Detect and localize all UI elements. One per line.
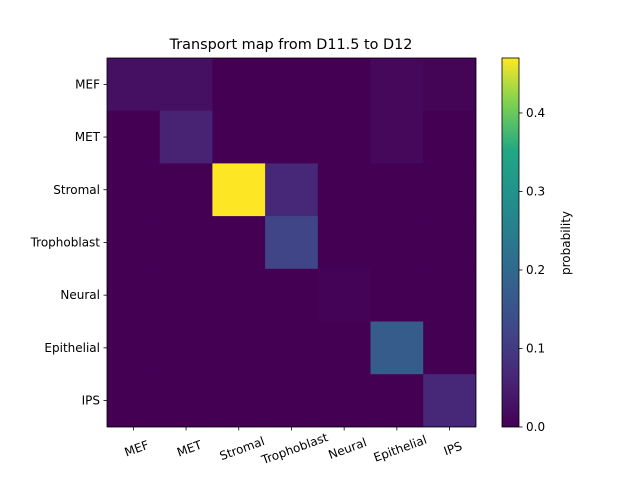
heatmap-cell-ips-trophoblast: [265, 374, 319, 428]
heatmap-cell-epithelial-ips: [423, 321, 477, 375]
heatmap-cell-ips-mef: [107, 374, 161, 428]
heatmap-cell-stromal-ips: [423, 163, 477, 217]
heatmap-cell-neural-met: [159, 268, 213, 322]
heatmap-cell-trophoblast-ips: [423, 216, 477, 270]
heatmap-cell-met-mef: [107, 110, 161, 164]
x-tick-label: IPS: [442, 439, 464, 458]
heatmap-cell-neural-stromal: [212, 268, 266, 322]
heatmap-cell-met-ips: [423, 110, 477, 164]
heatmap-cell-met-met: [159, 110, 213, 164]
x-tick-label: Epithelial: [372, 433, 429, 465]
heatmap-cell-stromal-trophoblast: [265, 163, 319, 217]
heatmap-cell-ips-epithelial: [370, 374, 424, 428]
heatmap-cell-trophoblast-met: [159, 216, 213, 270]
y-tick-label: MET: [75, 130, 101, 144]
colorbar-tick-label: 0.3: [526, 184, 545, 198]
heatmap-cell-neural-trophoblast: [265, 268, 319, 322]
heatmap-cell-trophoblast-mef: [107, 216, 161, 270]
y-tick-label: MEF: [75, 77, 100, 91]
colorbar-tick-label: 0.1: [526, 341, 545, 355]
heatmap: [106, 57, 477, 428]
heatmap-cell-trophoblast-trophoblast: [265, 216, 319, 270]
heatmap-cell-epithelial-trophoblast: [265, 321, 319, 375]
x-tick-label: MEF: [123, 438, 151, 460]
x-tick-label: Neural: [327, 435, 369, 462]
y-axis: MEF MET Stromal Trophoblast Neural Epithelial…: [30, 77, 107, 408]
x-tick-label: Trophoblast: [259, 430, 330, 467]
heatmap-cell-stromal-epithelial: [370, 163, 424, 217]
heatmap-cell-neural-ips: [423, 268, 477, 322]
colorbar: [501, 57, 520, 428]
heatmap-cell-met-trophoblast: [265, 110, 319, 164]
heatmap-cell-epithelial-met: [159, 321, 213, 375]
heatmap-cell-neural-neural: [317, 268, 371, 322]
heatmap-cell-neural-mef: [107, 268, 161, 322]
y-tick-label: Neural: [60, 288, 100, 302]
heatmap-cell-ips-met: [159, 374, 213, 428]
heatmap-cell-met-stromal: [212, 110, 266, 164]
heatmap-cell-met-neural: [317, 110, 371, 164]
heatmap-cell-mef-met: [159, 58, 213, 112]
heatmap-cell-mef-stromal: [212, 58, 266, 112]
x-tick-label: MET: [175, 438, 204, 460]
y-tick-label: IPS: [82, 394, 100, 408]
heatmap-cell-trophoblast-neural: [317, 216, 371, 270]
x-tick-label: Stromal: [218, 434, 267, 463]
heatmap-cell-ips-stromal: [212, 374, 266, 428]
heatmap-cell-epithelial-epithelial: [370, 321, 424, 375]
heatmap-cell-stromal-met: [159, 163, 213, 217]
heatmap-cell-epithelial-mef: [107, 321, 161, 375]
colorbar-tick-label: 0.0: [526, 420, 545, 434]
heatmap-cell-stromal-neural: [317, 163, 371, 217]
y-tick-label: Stromal: [53, 183, 100, 197]
colorbar-label: probability: [559, 211, 573, 275]
colorbar-tick-label: 0.2: [526, 263, 545, 277]
heatmap-cell-epithelial-stromal: [212, 321, 266, 375]
heatmap-cell-stromal-stromal: [212, 163, 266, 217]
y-tick-label: Trophoblast: [30, 235, 101, 249]
colorbar-ticks: 0.0 0.1 0.2 0.3 0.4: [519, 106, 545, 434]
heatmap-cell-neural-epithelial: [370, 268, 424, 322]
heatmap-cell-stromal-mef: [107, 163, 161, 217]
colorbar-tick-label: 0.4: [526, 106, 545, 120]
heatmap-cell-mef-neural: [317, 58, 371, 112]
heatmap-cell-mef-ips: [423, 58, 477, 112]
y-tick-label: Epithelial: [44, 341, 100, 355]
heatmap-cell-epithelial-neural: [317, 321, 371, 375]
chart-title: Transport map from D11.5 to D12: [169, 37, 413, 53]
heatmap-cell-met-epithelial: [370, 110, 424, 164]
heatmap-cell-ips-ips: [423, 374, 477, 428]
heatmap-cell-mef-mef: [107, 58, 161, 112]
heatmap-cell-ips-neural: [317, 374, 371, 428]
heatmap-cell-mef-trophoblast: [265, 58, 319, 112]
heatmap-cell-trophoblast-epithelial: [370, 216, 424, 270]
heatmap-cell-mef-epithelial: [370, 58, 424, 112]
heatmap-cell-trophoblast-stromal: [212, 216, 266, 270]
